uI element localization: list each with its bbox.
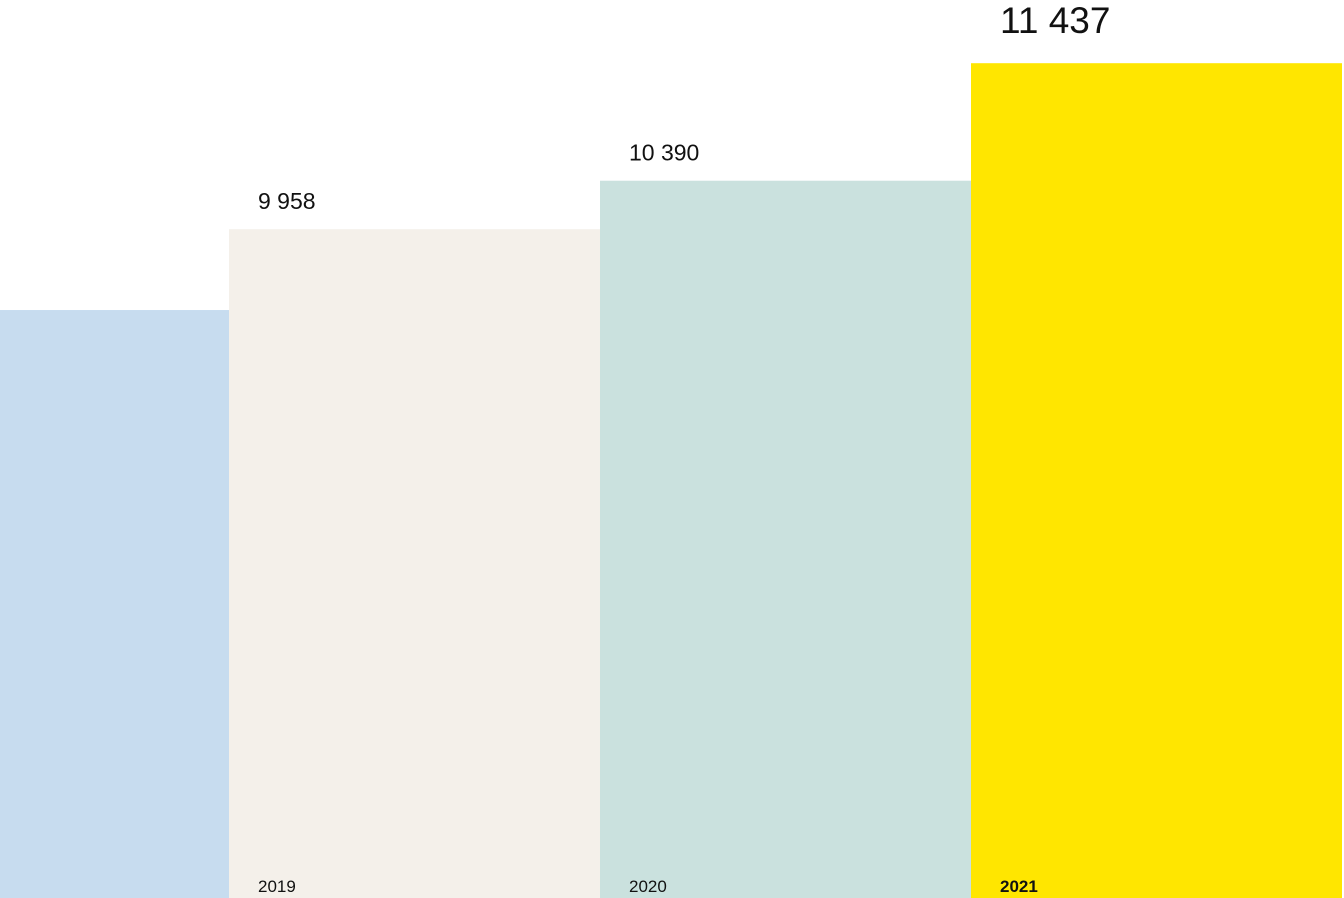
x-tick-label: 2019 xyxy=(258,877,296,896)
value-label: 11 437 xyxy=(1000,0,1110,41)
value-label: 9 958 xyxy=(258,188,316,214)
bar xyxy=(229,229,600,898)
value-label: 10 390 xyxy=(629,140,699,166)
bar xyxy=(600,180,971,898)
bar xyxy=(971,63,1342,898)
x-tick-label: 2021 xyxy=(1000,877,1038,896)
bar xyxy=(0,310,229,898)
x-tick-label: 2020 xyxy=(629,877,667,896)
